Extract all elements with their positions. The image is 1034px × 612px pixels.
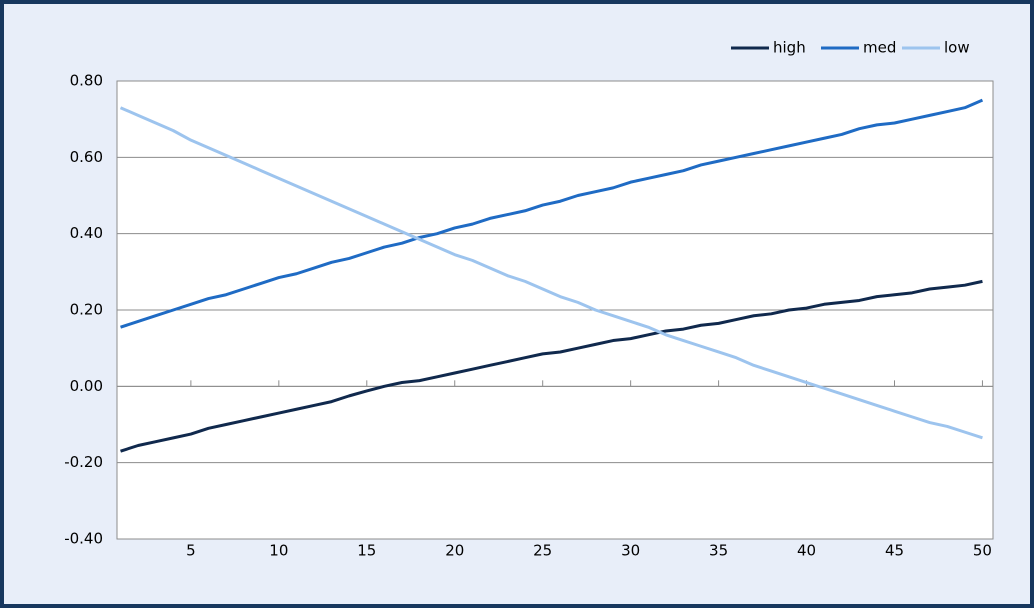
y-tick-label: -0.40: [64, 530, 103, 548]
x-tick-label: 5: [186, 542, 196, 560]
series-line: [119, 106, 983, 440]
x-tick-label: 25: [533, 542, 552, 560]
y-tick-label: 0.40: [70, 224, 103, 242]
legend-label: high: [773, 39, 806, 57]
y-tick-label: 0.60: [70, 148, 103, 166]
x-tick-label: 10: [269, 542, 288, 560]
y-tick-label: 0.00: [70, 377, 103, 395]
x-tick-label: 35: [709, 542, 728, 560]
y-tick-label: 0.20: [70, 301, 103, 319]
x-tick-label: 20: [445, 542, 464, 560]
series-line: [120, 279, 983, 453]
x-tick-label: 30: [621, 542, 640, 560]
legend-label: low: [944, 39, 970, 57]
series-line: [120, 98, 984, 329]
x-tick-label: 40: [797, 542, 816, 560]
legend-label: med: [863, 39, 896, 57]
x-tick-label: 15: [357, 542, 376, 560]
y-tick-label: -0.20: [64, 453, 103, 471]
x-tick-label: 45: [885, 542, 904, 560]
x-tick-label: 50: [973, 542, 992, 560]
y-tick-label: 0.80: [70, 72, 103, 90]
